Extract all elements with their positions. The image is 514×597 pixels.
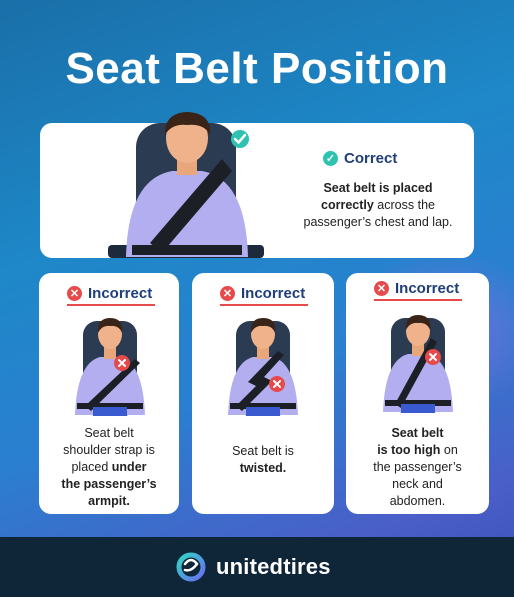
x-icon: ✕	[220, 286, 235, 301]
page-title: Seat Belt Position	[65, 44, 449, 93]
correct-description: Seat belt is placed correctly across the…	[303, 181, 453, 229]
passenger-armpit-illustration	[75, 318, 145, 416]
passenger-too-high-illustration	[383, 315, 453, 413]
status-incorrect: ✕ Incorrect	[220, 285, 305, 302]
status-correct: ✓ Correct	[323, 150, 397, 167]
brand-logo: unitedtires	[176, 552, 331, 582]
status-label: Incorrect	[88, 285, 153, 302]
incorrect-card-too-high: ✕ Incorrect Seat belt is too high on the…	[346, 273, 489, 514]
footer-bar	[0, 537, 514, 597]
underline	[374, 299, 462, 301]
passenger-correct-illustration	[108, 112, 264, 258]
armpit-description: Seat belt shoulder strap is placed under…	[61, 426, 157, 508]
status-incorrect: ✕ Incorrect	[67, 285, 152, 302]
x-icon: ✕	[67, 286, 82, 301]
x-icon: ✕	[374, 281, 389, 296]
underline	[220, 304, 308, 306]
status-label: Incorrect	[241, 285, 306, 302]
correct-card: ✓ Correct Seat belt is placed correctly …	[40, 112, 474, 258]
incorrect-card-twisted: ✕ Incorrect Seat belt is twisted.	[192, 273, 334, 514]
passenger-twisted-illustration	[228, 318, 298, 416]
too-high-description: Seat belt is too high on the passenger’s…	[373, 426, 462, 508]
status-label: Correct	[344, 150, 398, 167]
twisted-description: Seat belt is twisted.	[232, 444, 294, 475]
brand-name: unitedtires	[216, 554, 331, 579]
status-incorrect: ✕ Incorrect	[374, 280, 459, 297]
incorrect-card-armpit: ✕ Incorrect Seat belt shoulder strap is …	[39, 273, 179, 514]
underline	[67, 304, 155, 306]
status-label: Incorrect	[395, 280, 460, 297]
unitedtires-logo-icon	[176, 552, 206, 582]
check-icon: ✓	[323, 151, 338, 166]
